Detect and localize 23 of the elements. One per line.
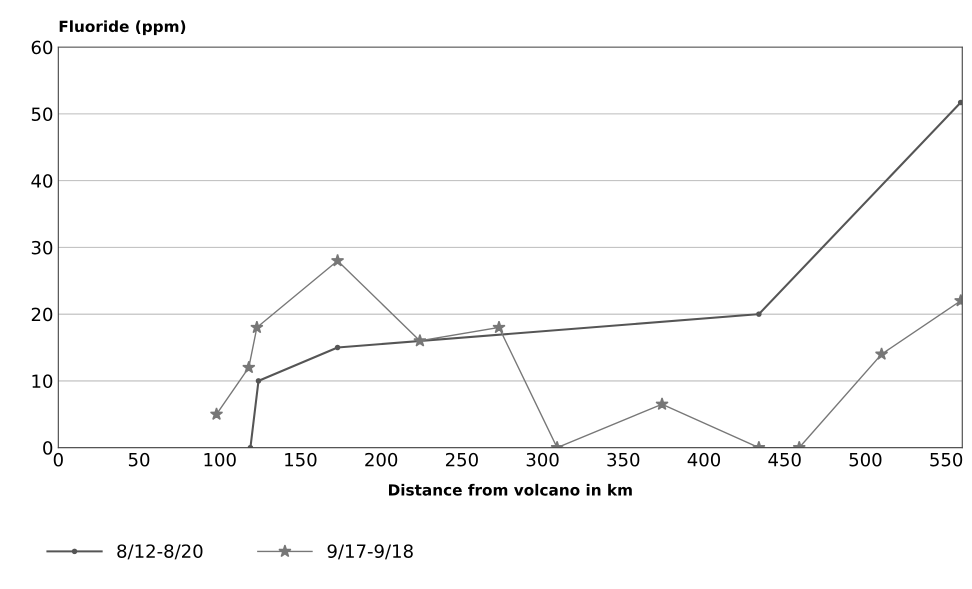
y-tick-label: 20 xyxy=(32,308,52,322)
x-tick-label: 150 xyxy=(285,452,316,466)
x-tick-label: 500 xyxy=(850,452,882,466)
legend-label: 8/12-8/20 xyxy=(117,544,202,560)
x-tick-label: 450 xyxy=(768,452,801,466)
x-tick-label: 550 xyxy=(930,452,962,466)
y-tick-label: 40 xyxy=(31,174,52,188)
x-tick-label: 200 xyxy=(365,452,398,466)
y-tick-label: 60 xyxy=(32,40,52,54)
y-tick-label: 30 xyxy=(32,240,52,254)
x-tick-label: 300 xyxy=(526,452,559,466)
x-axis-title: Distance from volcano in km xyxy=(388,484,632,496)
y-tick-label: 10 xyxy=(32,374,52,388)
x-tick-label: 250 xyxy=(446,452,478,466)
y-axis-title: Fluoride (ppm) xyxy=(60,20,186,36)
x-tick-label: 400 xyxy=(688,452,720,466)
x-tick-label: 100 xyxy=(204,452,236,466)
y-tick-label: 50 xyxy=(32,107,52,121)
y-tick-label: 0 xyxy=(43,441,52,455)
x-tick-label: 0 xyxy=(54,452,63,466)
x-tick-label: 50 xyxy=(128,452,150,466)
legend-label: 9/17-9/18 xyxy=(328,544,413,560)
x-tick-label: 350 xyxy=(607,452,640,466)
